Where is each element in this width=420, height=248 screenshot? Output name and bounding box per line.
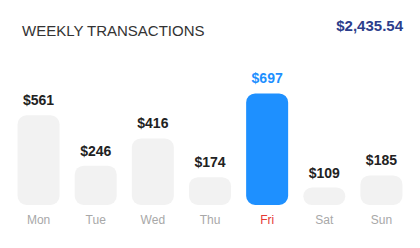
svg-text:Sat: Sat: [315, 213, 334, 227]
svg-text:$109: $109: [309, 165, 340, 181]
svg-text:$2,435.54: $2,435.54: [336, 17, 403, 34]
svg-text:Wed: Wed: [141, 213, 165, 227]
svg-text:Mon: Mon: [27, 213, 50, 227]
svg-text:Fri: Fri: [260, 213, 274, 227]
svg-text:$246: $246: [80, 143, 111, 159]
svg-text:$697: $697: [252, 70, 283, 86]
svg-text:$174: $174: [194, 154, 225, 170]
svg-text:$185: $185: [366, 152, 397, 168]
svg-text:Thu: Thu: [200, 213, 221, 227]
svg-text:Tue: Tue: [86, 213, 107, 227]
svg-text:WEEKLY TRANSACTIONS: WEEKLY TRANSACTIONS: [22, 22, 205, 39]
svg-text:Sun: Sun: [371, 213, 392, 227]
svg-text:$416: $416: [137, 115, 168, 131]
svg-text:$561: $561: [23, 92, 54, 108]
